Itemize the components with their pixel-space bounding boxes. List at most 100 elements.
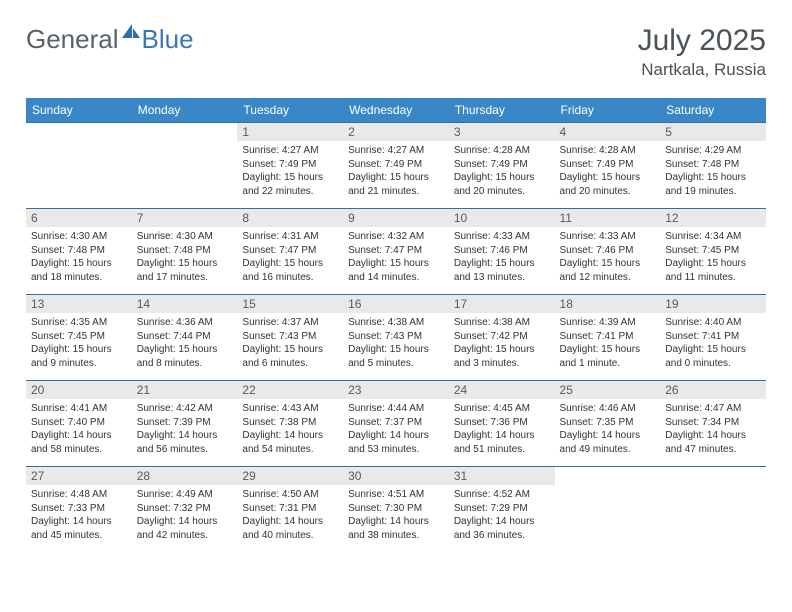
weekday-header: Sunday [26,98,132,123]
day-number: 11 [555,209,661,227]
day-details: Sunrise: 4:44 AMSunset: 7:37 PMDaylight:… [343,399,449,460]
calendar-day-cell: 12Sunrise: 4:34 AMSunset: 7:45 PMDayligh… [660,209,766,295]
day-number: 6 [26,209,132,227]
day-number: 21 [132,381,238,399]
calendar-page: General Blue July 2025 Nartkala, Russia … [0,0,792,577]
calendar-day-cell: 29Sunrise: 4:50 AMSunset: 7:31 PMDayligh… [237,467,343,553]
day-number: 1 [237,123,343,141]
calendar-day-cell: 7Sunrise: 4:30 AMSunset: 7:48 PMDaylight… [132,209,238,295]
day-number: 26 [660,381,766,399]
day-details: Sunrise: 4:50 AMSunset: 7:31 PMDaylight:… [237,485,343,546]
calendar-day-cell: 15Sunrise: 4:37 AMSunset: 7:43 PMDayligh… [237,295,343,381]
day-number: 31 [449,467,555,485]
day-number: 20 [26,381,132,399]
calendar-day-cell: 23Sunrise: 4:44 AMSunset: 7:37 PMDayligh… [343,381,449,467]
calendar-day-cell: 17Sunrise: 4:38 AMSunset: 7:42 PMDayligh… [449,295,555,381]
calendar-day-cell: 22Sunrise: 4:43 AMSunset: 7:38 PMDayligh… [237,381,343,467]
calendar-week-row: 27Sunrise: 4:48 AMSunset: 7:33 PMDayligh… [26,467,766,553]
calendar-day-cell: 26Sunrise: 4:47 AMSunset: 7:34 PMDayligh… [660,381,766,467]
day-number: 9 [343,209,449,227]
day-number: 24 [449,381,555,399]
day-number: 16 [343,295,449,313]
weekday-header: Thursday [449,98,555,123]
day-details: Sunrise: 4:27 AMSunset: 7:49 PMDaylight:… [237,141,343,202]
calendar-day-cell [26,123,132,209]
calendar-day-cell: 4Sunrise: 4:28 AMSunset: 7:49 PMDaylight… [555,123,661,209]
day-number: 28 [132,467,238,485]
calendar-week-row: 1Sunrise: 4:27 AMSunset: 7:49 PMDaylight… [26,123,766,209]
day-number: 30 [343,467,449,485]
day-details: Sunrise: 4:33 AMSunset: 7:46 PMDaylight:… [449,227,555,288]
calendar-week-row: 6Sunrise: 4:30 AMSunset: 7:48 PMDaylight… [26,209,766,295]
weekday-header: Friday [555,98,661,123]
day-details: Sunrise: 4:38 AMSunset: 7:42 PMDaylight:… [449,313,555,374]
day-details: Sunrise: 4:32 AMSunset: 7:47 PMDaylight:… [343,227,449,288]
calendar-day-cell [660,467,766,553]
day-number: 8 [237,209,343,227]
day-details: Sunrise: 4:45 AMSunset: 7:36 PMDaylight:… [449,399,555,460]
day-details: Sunrise: 4:33 AMSunset: 7:46 PMDaylight:… [555,227,661,288]
day-number: 18 [555,295,661,313]
day-details: Sunrise: 4:40 AMSunset: 7:41 PMDaylight:… [660,313,766,374]
day-number: 2 [343,123,449,141]
calendar-day-cell [132,123,238,209]
calendar-day-cell: 30Sunrise: 4:51 AMSunset: 7:30 PMDayligh… [343,467,449,553]
calendar-day-cell: 28Sunrise: 4:49 AMSunset: 7:32 PMDayligh… [132,467,238,553]
day-details: Sunrise: 4:30 AMSunset: 7:48 PMDaylight:… [26,227,132,288]
calendar-body: 1Sunrise: 4:27 AMSunset: 7:49 PMDaylight… [26,123,766,553]
weekday-header: Saturday [660,98,766,123]
title-block: July 2025 Nartkala, Russia [638,24,766,80]
weekday-header-row: SundayMondayTuesdayWednesdayThursdayFrid… [26,98,766,123]
day-number: 13 [26,295,132,313]
logo: General Blue [26,24,194,55]
calendar-day-cell: 24Sunrise: 4:45 AMSunset: 7:36 PMDayligh… [449,381,555,467]
day-details: Sunrise: 4:36 AMSunset: 7:44 PMDaylight:… [132,313,238,374]
day-number: 23 [343,381,449,399]
calendar-day-cell: 10Sunrise: 4:33 AMSunset: 7:46 PMDayligh… [449,209,555,295]
day-number: 19 [660,295,766,313]
day-details: Sunrise: 4:43 AMSunset: 7:38 PMDaylight:… [237,399,343,460]
calendar-day-cell: 1Sunrise: 4:27 AMSunset: 7:49 PMDaylight… [237,123,343,209]
calendar-week-row: 20Sunrise: 4:41 AMSunset: 7:40 PMDayligh… [26,381,766,467]
logo-text-general: General [26,24,119,55]
calendar-day-cell: 21Sunrise: 4:42 AMSunset: 7:39 PMDayligh… [132,381,238,467]
day-details: Sunrise: 4:49 AMSunset: 7:32 PMDaylight:… [132,485,238,546]
day-number: 22 [237,381,343,399]
day-details: Sunrise: 4:46 AMSunset: 7:35 PMDaylight:… [555,399,661,460]
day-details: Sunrise: 4:28 AMSunset: 7:49 PMDaylight:… [555,141,661,202]
day-number: 29 [237,467,343,485]
calendar-day-cell: 11Sunrise: 4:33 AMSunset: 7:46 PMDayligh… [555,209,661,295]
day-details: Sunrise: 4:35 AMSunset: 7:45 PMDaylight:… [26,313,132,374]
calendar-day-cell: 9Sunrise: 4:32 AMSunset: 7:47 PMDaylight… [343,209,449,295]
day-details: Sunrise: 4:47 AMSunset: 7:34 PMDaylight:… [660,399,766,460]
day-details: Sunrise: 4:27 AMSunset: 7:49 PMDaylight:… [343,141,449,202]
calendar-day-cell: 6Sunrise: 4:30 AMSunset: 7:48 PMDaylight… [26,209,132,295]
page-title: July 2025 [638,24,766,58]
day-number: 27 [26,467,132,485]
day-details: Sunrise: 4:39 AMSunset: 7:41 PMDaylight:… [555,313,661,374]
day-details: Sunrise: 4:41 AMSunset: 7:40 PMDaylight:… [26,399,132,460]
day-details: Sunrise: 4:51 AMSunset: 7:30 PMDaylight:… [343,485,449,546]
day-number: 12 [660,209,766,227]
day-number: 25 [555,381,661,399]
day-number: 4 [555,123,661,141]
calendar-day-cell: 16Sunrise: 4:38 AMSunset: 7:43 PMDayligh… [343,295,449,381]
day-number: 17 [449,295,555,313]
day-number: 14 [132,295,238,313]
calendar-day-cell: 20Sunrise: 4:41 AMSunset: 7:40 PMDayligh… [26,381,132,467]
calendar-day-cell: 25Sunrise: 4:46 AMSunset: 7:35 PMDayligh… [555,381,661,467]
day-details: Sunrise: 4:48 AMSunset: 7:33 PMDaylight:… [26,485,132,546]
calendar-week-row: 13Sunrise: 4:35 AMSunset: 7:45 PMDayligh… [26,295,766,381]
calendar-day-cell: 8Sunrise: 4:31 AMSunset: 7:47 PMDaylight… [237,209,343,295]
day-details: Sunrise: 4:34 AMSunset: 7:45 PMDaylight:… [660,227,766,288]
calendar-day-cell: 18Sunrise: 4:39 AMSunset: 7:41 PMDayligh… [555,295,661,381]
logo-sail-icon [121,15,141,46]
day-number: 15 [237,295,343,313]
calendar-day-cell: 19Sunrise: 4:40 AMSunset: 7:41 PMDayligh… [660,295,766,381]
calendar-day-cell: 27Sunrise: 4:48 AMSunset: 7:33 PMDayligh… [26,467,132,553]
day-details: Sunrise: 4:38 AMSunset: 7:43 PMDaylight:… [343,313,449,374]
calendar-day-cell: 14Sunrise: 4:36 AMSunset: 7:44 PMDayligh… [132,295,238,381]
header: General Blue July 2025 Nartkala, Russia [26,24,766,80]
day-details: Sunrise: 4:31 AMSunset: 7:47 PMDaylight:… [237,227,343,288]
day-number: 10 [449,209,555,227]
